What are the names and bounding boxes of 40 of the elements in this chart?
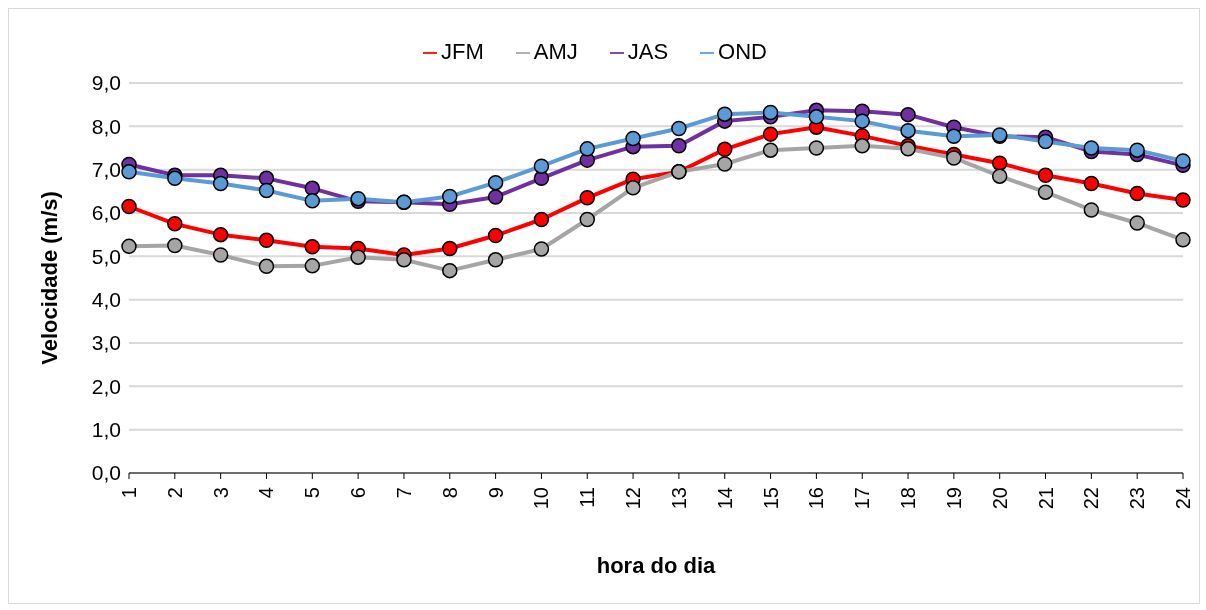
x-tick-label: 20 [988, 487, 1011, 510]
y-tick-label: 7,0 [91, 158, 121, 182]
y-tick-label: 4,0 [91, 288, 121, 312]
x-tick-label: 1 [118, 487, 140, 499]
legend-label: AMJ [533, 39, 578, 64]
x-axis-title: hora do dia [596, 553, 717, 578]
x-tick-label: 7 [392, 487, 415, 499]
y-tick-label: 6,0 [91, 201, 121, 225]
y-tick-label: 5,0 [91, 244, 121, 268]
legend-label: JAS [627, 39, 669, 64]
x-tick-label: 22 [1080, 487, 1103, 510]
x-tick-label: 9 [484, 487, 507, 499]
y-tick-label: 2,0 [91, 374, 121, 398]
x-tick-label: 17 [851, 487, 874, 510]
legend-label: OND [718, 39, 767, 64]
y-tick-label: 3,0 [91, 331, 121, 355]
x-tick-label: 3 [209, 487, 232, 499]
x-tick-label: 16 [805, 487, 828, 510]
x-tick-label: 10 [530, 487, 553, 510]
x-tick-label: 14 [713, 487, 736, 510]
x-tick-label: 15 [759, 487, 782, 510]
x-tick-label: 2 [163, 487, 186, 499]
x-tick-label: 11 [576, 487, 599, 508]
x-tick-label: 4 [255, 487, 278, 499]
x-tick-label: 19 [942, 487, 965, 510]
y-tick-label: 9,0 [91, 71, 121, 95]
legend-label: JFM [440, 39, 484, 64]
y-axis-title: Velocidade (m/s) [36, 191, 62, 365]
x-tick-label: 23 [1126, 487, 1149, 510]
y-tick-label: 8,0 [91, 114, 121, 138]
x-tick-label: 6 [347, 487, 370, 499]
y-tick-label: 0,0 [91, 461, 121, 485]
x-tick-label: 12 [622, 487, 645, 510]
x-tick-label: 18 [897, 487, 920, 510]
x-tick-label: 13 [667, 487, 690, 510]
x-tick-label: 21 [1034, 487, 1057, 510]
x-tick-label: 24 [1172, 487, 1194, 510]
x-tick-label: 8 [438, 487, 461, 499]
x-tick-label: 5 [301, 487, 324, 499]
y-tick-label: 1,0 [91, 418, 121, 442]
